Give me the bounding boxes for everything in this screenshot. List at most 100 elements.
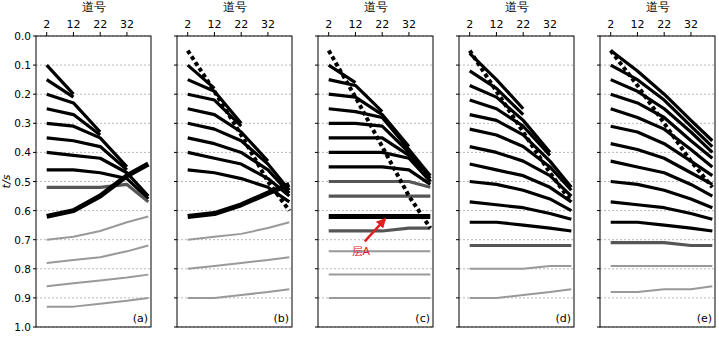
y-tick [456, 123, 459, 124]
y-tick [597, 239, 600, 240]
event-line [47, 164, 149, 216]
frame [36, 36, 151, 327]
x-tick [690, 32, 691, 36]
x-tick [241, 32, 242, 36]
panel: 2122232道号(b) [174, 0, 292, 327]
x-axis-label: 道号 [82, 0, 106, 14]
plot-area [47, 65, 149, 307]
y-tick [33, 65, 36, 66]
y-tick [315, 94, 318, 95]
x-tick-label: 2 [466, 18, 473, 31]
event-line [329, 51, 431, 229]
y-tick [174, 297, 177, 298]
panel: 2122232道号(e) [597, 0, 715, 327]
x-axis-label: 道号 [646, 0, 670, 14]
y-tick-label: 0.0 [14, 30, 31, 42]
grid-line [177, 65, 292, 66]
grid-line [600, 152, 715, 153]
y-tick [174, 181, 177, 182]
frame [318, 36, 433, 327]
event-line [611, 222, 713, 231]
plot-area [470, 51, 572, 298]
x-tick [408, 32, 409, 36]
y-tick [597, 268, 600, 269]
grid-line [600, 297, 715, 298]
x-tick-label: 12 [348, 18, 362, 31]
event-line [188, 170, 290, 202]
x-tick [637, 32, 638, 36]
event-line [329, 297, 431, 299]
y-tick-label: 0.5 [14, 176, 31, 188]
y-tick [33, 297, 36, 298]
y-tick [315, 327, 318, 328]
x-tick-label: 22 [234, 18, 248, 31]
grid-line [459, 94, 574, 95]
x-tick-label: 12 [66, 18, 80, 31]
y-tick [33, 181, 36, 182]
y-tick-label: 0.3 [14, 117, 31, 129]
y-tick [315, 152, 318, 153]
y-tick [456, 181, 459, 182]
grid-line [318, 268, 433, 269]
x-tick-label: 22 [375, 18, 389, 31]
x-tick [73, 32, 74, 36]
y-tick [597, 297, 600, 298]
y-tick [597, 94, 600, 95]
panel-label: (c) [415, 312, 430, 325]
event-line [47, 246, 149, 263]
x-tick-label: 32 [120, 18, 134, 31]
x-tick [100, 32, 101, 36]
y-tick [597, 181, 600, 182]
y-tick [315, 268, 318, 269]
grid-line [36, 210, 151, 211]
event-line [611, 51, 713, 188]
grid-line [318, 297, 433, 298]
x-tick [267, 32, 268, 36]
y-tick [597, 123, 600, 124]
y-tick [174, 65, 177, 66]
y-tick [174, 36, 177, 37]
event-line [329, 214, 431, 219]
panel: 2122232道号(c)层A [315, 0, 433, 327]
y-tick-label: 0.8 [14, 263, 31, 275]
event-line [329, 274, 431, 276]
x-tick [214, 32, 215, 36]
x-tick [549, 32, 550, 36]
plot-area [611, 51, 713, 293]
event-line [188, 222, 290, 239]
frame [600, 36, 715, 327]
event-line [470, 51, 572, 202]
x-tick-label: 12 [489, 18, 503, 31]
event-line [329, 228, 431, 231]
y-tick [456, 239, 459, 240]
y-tick-label: 0.6 [14, 205, 31, 217]
x-tick [382, 32, 383, 36]
x-tick-label: 12 [630, 18, 644, 31]
grid-line [459, 65, 574, 66]
event-line [329, 182, 431, 188]
y-tick [174, 239, 177, 240]
y-tick [597, 327, 600, 328]
grid-line [177, 210, 292, 211]
y-tick-label: 0.4 [14, 146, 31, 158]
x-axis-label: 道号 [223, 0, 247, 14]
panel-label: (b) [273, 312, 289, 325]
y-tick [33, 268, 36, 269]
annotation: 层A [352, 245, 371, 258]
event-line [329, 194, 431, 197]
plot-area [188, 51, 290, 298]
event-line [47, 216, 149, 239]
y-tick-label: 0.9 [14, 292, 31, 304]
annotation-arrow [365, 219, 385, 241]
y-tick [456, 268, 459, 269]
event-line [47, 298, 149, 307]
grid-line [36, 268, 151, 269]
panel-label: (a) [133, 312, 148, 325]
x-tick-label: 12 [207, 18, 221, 31]
x-tick [496, 32, 497, 36]
frame [459, 36, 574, 327]
y-tick [597, 65, 600, 66]
event-line [470, 266, 572, 269]
y-tick [33, 152, 36, 153]
y-tick-label: 0.7 [14, 234, 31, 246]
